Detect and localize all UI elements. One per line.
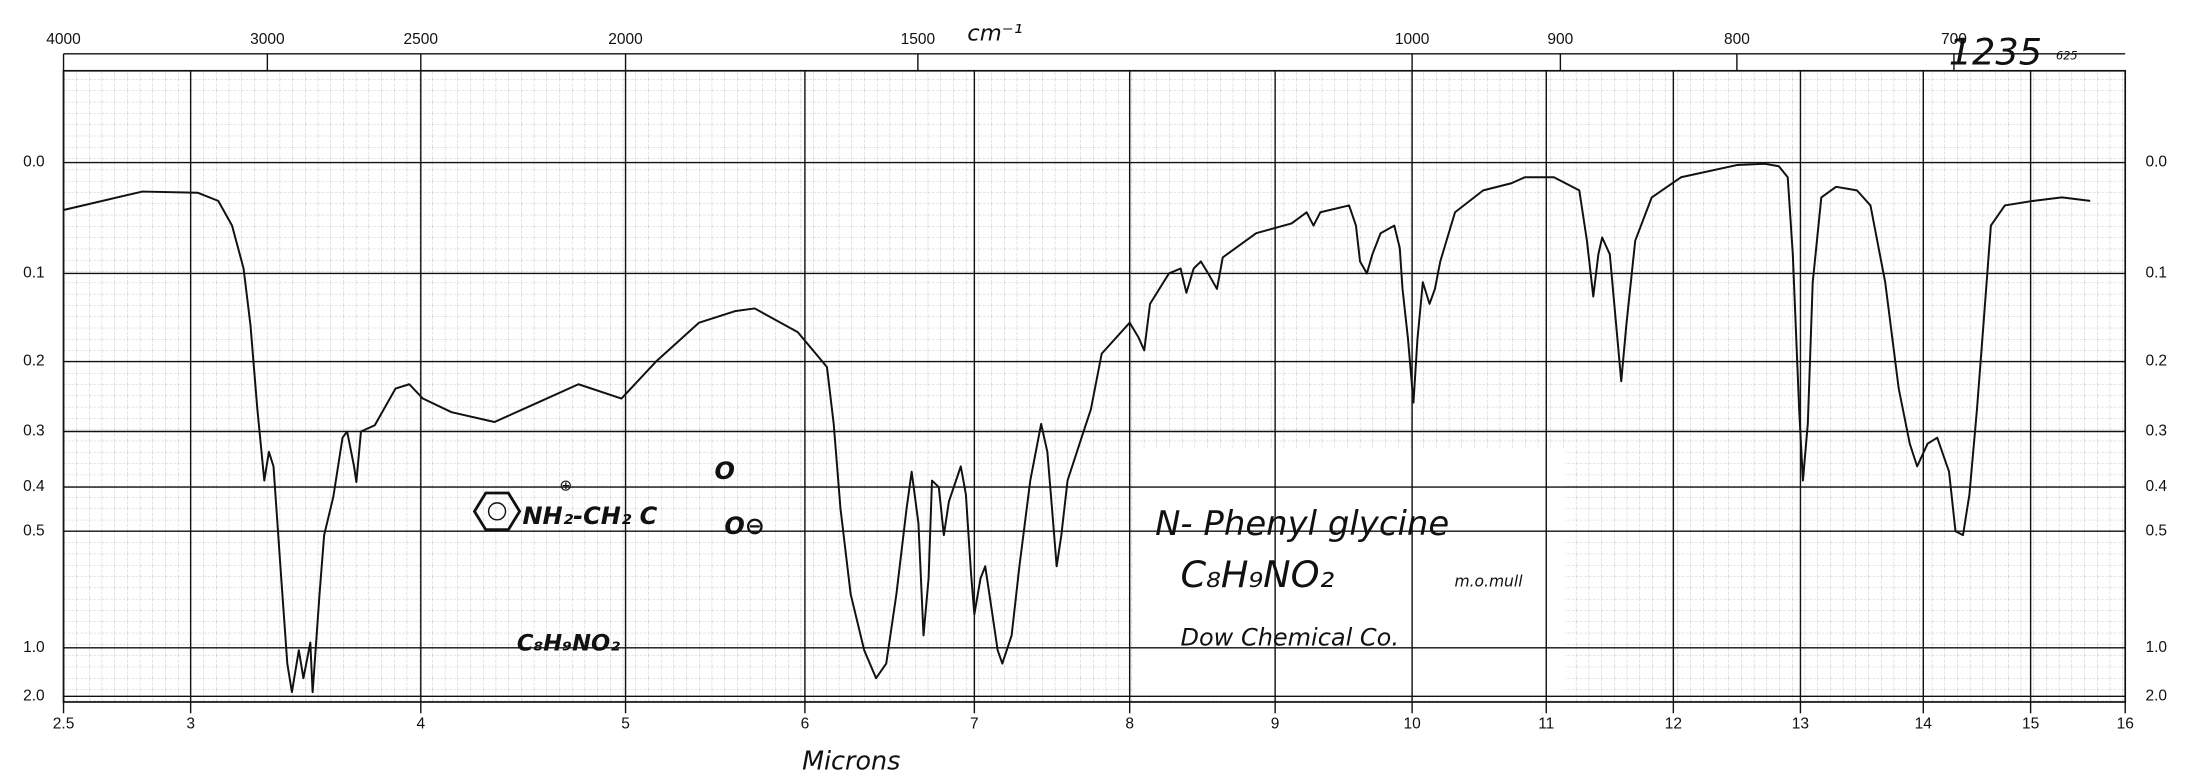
y-tick-label: 0.5 <box>23 522 45 539</box>
sample-number: 1235 <box>1949 30 2042 73</box>
y-tick-label: 0.2 <box>23 353 45 370</box>
x2-tick-label: 2500 <box>404 31 439 48</box>
x2-tick-label: 1000 <box>1395 31 1430 48</box>
x-tick-label: 12 <box>1665 716 1682 733</box>
x-tick-label: 5 <box>621 716 630 733</box>
x-tick-label: 7 <box>970 716 979 733</box>
structure-oxygen: O <box>715 457 735 485</box>
y2-tick-label: 0.3 <box>2145 423 2167 440</box>
y2-tick-label: 0.1 <box>2145 265 2167 282</box>
x2-tick-label: 4000 <box>46 31 81 48</box>
sample-method: m.o.mull <box>1454 572 1523 590</box>
structure-group: NH₂-CH₂ C <box>522 502 657 530</box>
sample-source: Dow Chemical Co. <box>1181 623 1399 651</box>
x2-tick-label: 800 <box>1724 31 1750 48</box>
label-box <box>1132 449 1565 701</box>
x-tick-label: 2.5 <box>53 716 75 733</box>
x2-tick-label: 3000 <box>250 31 285 48</box>
y2-tick-label: 1.0 <box>2145 639 2167 656</box>
x-tick-label: 9 <box>1271 716 1280 733</box>
x2-axis-title: cm⁻¹ <box>967 21 1022 47</box>
y-tick-label: 0.3 <box>23 423 45 440</box>
structure-oxygen-anion: O⊖ <box>724 512 765 540</box>
y2-tick-label: 0.5 <box>2145 522 2167 539</box>
y-tick-label: 2.0 <box>23 687 45 704</box>
x-tick-label: 8 <box>1125 716 1134 733</box>
compound-formula: C₈H₉NO₂ <box>1181 553 1335 596</box>
y2-tick-label: 2.0 <box>2145 687 2167 704</box>
compound-name: N- Phenyl glycine <box>1155 504 1449 543</box>
y-tick-label: 0.4 <box>23 478 45 495</box>
spectrum-line <box>63 162 2091 694</box>
x2-tick-label: 1500 <box>901 31 936 48</box>
x-tick-label: 4 <box>416 716 425 733</box>
x-tick-label: 13 <box>1792 716 1809 733</box>
x-tick-label: 6 <box>801 716 810 733</box>
y-tick-label: 0.0 <box>23 154 45 171</box>
x-axis-title: Microns <box>802 746 900 776</box>
y2-tick-label: 0.0 <box>2145 154 2167 171</box>
x-tick-label: 16 <box>2117 716 2134 733</box>
x-tick-label: 10 <box>1403 716 1421 733</box>
y-tick-label: 0.1 <box>23 265 45 282</box>
x-tick-label: 14 <box>1915 716 1933 733</box>
y-tick-label: 1.0 <box>23 639 45 656</box>
x2-tick-label: 2000 <box>608 31 643 48</box>
x-tick-label: 15 <box>2022 716 2039 733</box>
x-tick-label: 3 <box>186 716 195 733</box>
benzene-ring-inner <box>487 502 507 521</box>
benzene-ring <box>472 491 522 532</box>
formula-note: C₈H₉NO₂ <box>517 631 620 657</box>
sample-sub: 625 <box>2056 50 2078 63</box>
x2-tick-label: 900 <box>1547 31 1573 48</box>
x2-tick-label: 700 <box>1941 31 1967 48</box>
y2-tick-label: 0.4 <box>2145 478 2167 495</box>
x-tick-label: 11 <box>1538 716 1554 733</box>
structure-charge: ⊕ <box>559 476 572 494</box>
y2-tick-label: 0.2 <box>2145 353 2167 370</box>
